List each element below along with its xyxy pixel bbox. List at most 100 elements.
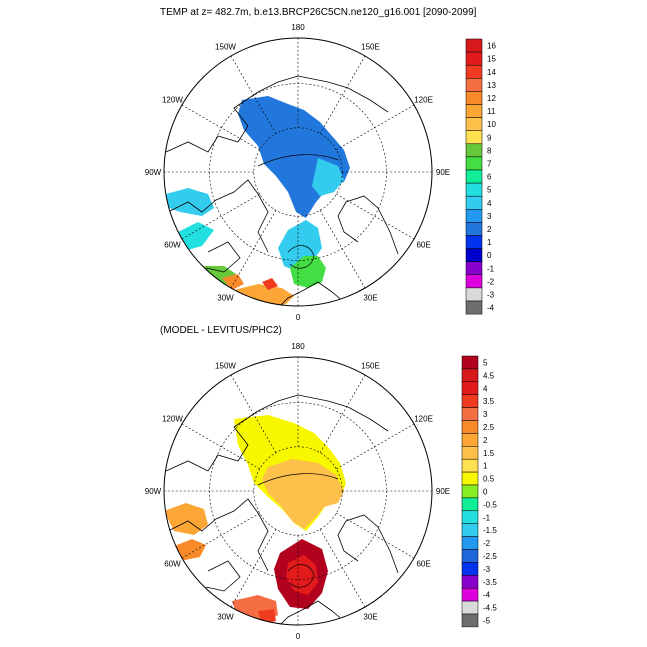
colorbar-swatch — [465, 156, 483, 171]
colorbar-tick-label: 4 — [483, 384, 488, 393]
coastline — [277, 281, 345, 306]
contour-line — [257, 473, 339, 486]
colorbar-tick-label: 12 — [487, 94, 496, 103]
longitude-label: 90E — [436, 168, 450, 177]
meridian-line — [319, 55, 366, 134]
colorbar-swatch — [461, 368, 479, 383]
polar-map-panel-1: TEMP at z= 482.7m, b.e13.BRCP26C5CN.ne12… — [145, 7, 497, 322]
longitude-label: 60W — [164, 241, 181, 250]
colorbar-swatch — [461, 536, 479, 550]
meridian-line — [181, 193, 260, 240]
colorbar-swatch — [461, 587, 479, 602]
colorbar-tick-label: 0.5 — [483, 475, 495, 484]
contour-line — [257, 154, 339, 167]
colorbar-swatch — [461, 562, 479, 576]
coastline — [165, 75, 389, 153]
colorbar-tick-label: 4.5 — [483, 371, 495, 380]
coastline — [205, 241, 241, 273]
longitude-label: 180 — [291, 342, 305, 351]
coastline — [205, 560, 241, 592]
colorbar-swatch — [461, 433, 479, 447]
colorbar-swatch — [465, 117, 483, 131]
coastline — [165, 394, 389, 472]
colorbar-swatch — [461, 510, 479, 524]
colorbar-swatch — [465, 195, 483, 210]
colorbar-swatch — [461, 549, 479, 563]
colorbar-swatch — [461, 575, 479, 589]
colorbar-tick-label: 3 — [487, 212, 492, 221]
colorbar: 5 4.5 4 3.5 3 2.5 2 1.5 1 0.5 0 -0.5 -1 -1.5 -2 -2.5 -3 -… — [461, 355, 497, 628]
colorbar-swatch — [465, 209, 483, 223]
colorbar-swatch — [461, 394, 479, 408]
data-region-10 — [262, 278, 278, 290]
longitude-label: 150W — [215, 361, 236, 370]
meridian-line — [319, 210, 366, 289]
colorbar-swatch — [465, 51, 483, 66]
meridian-line — [336, 423, 415, 470]
longitude-label: 150E — [361, 42, 380, 51]
colorbar-tick-label: -4 — [487, 304, 495, 313]
colorbar-tick-label: 16 — [487, 42, 496, 51]
colorbar-swatch — [465, 300, 483, 315]
colorbar-tick-label: 15 — [487, 55, 496, 64]
meridian-line — [319, 374, 366, 453]
longitude-label: 30E — [363, 294, 377, 303]
colorbar-tick-label: -2 — [483, 539, 491, 548]
meridian-line — [230, 374, 277, 453]
longitude-label: 120W — [162, 415, 183, 424]
colorbar-tick-label: -3.5 — [483, 578, 497, 587]
colorbar-tick-label: 4 — [487, 199, 492, 208]
colorbar-swatch — [465, 261, 483, 276]
meridian-line — [319, 529, 366, 608]
colorbar-tick-label: 11 — [487, 107, 496, 116]
colorbar-tick-label: 9 — [487, 133, 492, 142]
colorbar-swatch — [465, 38, 483, 53]
colorbar-tick-label: -4.5 — [483, 604, 497, 613]
colorbar-tick-label: 3.5 — [483, 397, 495, 406]
colorbar-tick-label: -3 — [483, 565, 491, 574]
longitude-label: 120E — [414, 415, 433, 424]
colorbar-swatch — [461, 600, 479, 615]
longitude-label: 120W — [162, 96, 183, 105]
colorbar-swatch — [461, 471, 479, 486]
longitude-label: 90W — [145, 487, 162, 496]
longitude-label: 0 — [296, 313, 301, 322]
longitude-label: 120E — [414, 96, 433, 105]
colorbar-swatch — [461, 523, 479, 537]
meridian-line — [230, 529, 277, 608]
data-region-3 — [164, 188, 214, 216]
colorbar-tick-label: -1 — [483, 513, 491, 522]
contour-line — [287, 564, 315, 588]
colorbar-swatch — [461, 381, 479, 395]
map-title: (MODEL - LEVITUS/PHC2) — [160, 325, 282, 336]
meridian-line — [336, 104, 415, 151]
map-field — [164, 357, 432, 625]
colorbar-swatch — [461, 484, 479, 499]
colorbar-swatch — [461, 446, 479, 460]
colorbar-tick-label: 6 — [487, 173, 492, 182]
colorbar-swatch — [461, 497, 479, 512]
meridian-line — [336, 512, 415, 559]
colorbar-swatch — [465, 130, 483, 145]
coastline — [337, 514, 399, 574]
colorbar-swatch — [461, 355, 479, 370]
longitude-label: 60W — [164, 560, 181, 569]
colorbar-swatch — [465, 169, 483, 184]
colorbar-swatch — [465, 222, 483, 236]
longitude-label: 180 — [291, 23, 305, 32]
longitude-label: 30E — [363, 613, 377, 622]
colorbar-tick-label: -2.5 — [483, 552, 497, 561]
colorbar-swatch — [465, 104, 483, 118]
colorbar-tick-label: 1.5 — [483, 449, 495, 458]
colorbar-tick-label: 1 — [487, 238, 492, 247]
meridian-line — [230, 55, 277, 134]
colorbar-tick-label: 2.5 — [483, 423, 495, 432]
colorbar-tick-label: -4 — [483, 591, 491, 600]
meridian-line — [181, 512, 260, 559]
coastline — [277, 600, 345, 625]
coastline — [337, 195, 399, 255]
colorbar-tick-label: 2 — [487, 225, 492, 234]
colorbar-tick-label: 5 — [483, 358, 488, 367]
